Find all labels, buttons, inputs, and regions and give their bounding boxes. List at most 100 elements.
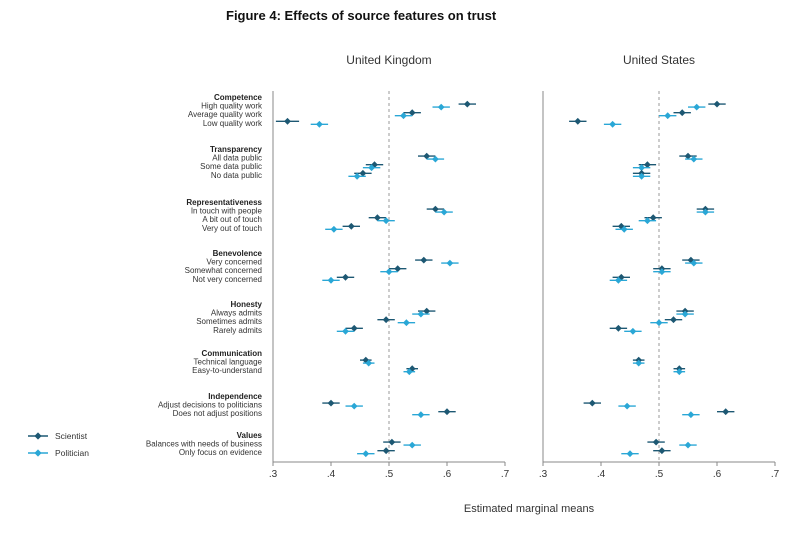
point-politician [362, 450, 370, 458]
point-scientist [574, 117, 582, 125]
point-politician [629, 327, 637, 335]
level-label: Adjust decisions to politicians [158, 401, 262, 410]
point-politician [658, 268, 666, 276]
point-scientist [670, 316, 677, 324]
point-politician [405, 368, 413, 376]
point-politician [417, 310, 425, 318]
level-label: Rarely admits [213, 326, 262, 335]
point-politician [635, 359, 643, 367]
level-label: High quality work [201, 102, 263, 111]
point-politician [330, 225, 338, 233]
point-scientist [423, 152, 431, 160]
level-label: Average quality work [188, 110, 263, 119]
level-label: Easy-to-understand [192, 366, 262, 375]
point-politician [350, 402, 358, 410]
point-scientist [350, 324, 358, 332]
level-label: Not very concerned [193, 275, 262, 284]
x-tick-label-uk: .4 [327, 469, 336, 480]
x-axis-label: Estimated marginal means [464, 503, 595, 515]
group-label: Honesty [230, 300, 262, 309]
point-politician [684, 441, 692, 449]
point-scientist [423, 307, 431, 315]
point-politician [620, 225, 628, 233]
legend-marker-politician [34, 449, 42, 457]
x-tick-label-us: .4 [597, 469, 606, 480]
level-label: Does not adjust positions [173, 409, 262, 418]
x-tick-label-us: .6 [713, 469, 722, 480]
point-politician [446, 259, 454, 267]
group-label: Independence [208, 392, 262, 401]
point-scientist [684, 152, 692, 160]
x-tick-label-uk: .3 [269, 469, 278, 480]
point-politician [615, 276, 622, 284]
level-label: Very concerned [206, 258, 262, 267]
group-label: Benevolence [213, 249, 263, 258]
x-tick-label-us: .5 [655, 469, 664, 480]
point-politician [437, 103, 445, 111]
point-scientist [722, 408, 730, 416]
level-label: A bit out of touch [202, 215, 262, 224]
point-politician [342, 327, 349, 335]
point-scientist [615, 324, 622, 332]
point-scientist [644, 161, 651, 169]
point-scientist [371, 161, 378, 169]
level-label: Always admits [211, 309, 262, 318]
point-politician [403, 319, 410, 327]
point-scientist [649, 214, 657, 222]
point-scientist [463, 100, 471, 108]
point-scientist [420, 256, 428, 264]
point-scientist [652, 438, 660, 446]
x-tick-label-uk: .5 [385, 469, 394, 480]
point-scientist [658, 447, 666, 455]
point-scientist [327, 399, 335, 407]
level-label: In touch with people [191, 207, 263, 216]
point-politician [675, 368, 683, 376]
figure-title: Figure 4: Effects of source features on … [226, 8, 497, 23]
point-politician [644, 217, 651, 225]
point-politician [353, 172, 361, 180]
point-politician [400, 112, 407, 120]
point-politician [365, 359, 373, 367]
level-label: Somewhat concerned [185, 266, 262, 275]
point-scientist [408, 109, 416, 117]
point-scientist [284, 117, 291, 125]
point-politician [690, 259, 698, 267]
level-label: No data public [211, 171, 262, 180]
point-politician [316, 120, 323, 128]
point-scientist [678, 109, 686, 117]
point-scientist [359, 169, 367, 177]
point-politician [609, 120, 616, 128]
x-tick-label-us: .3 [539, 469, 548, 480]
x-tick-label-us: .7 [771, 469, 780, 480]
group-label: Transparency [210, 145, 263, 154]
x-tick-label-uk: .6 [443, 469, 452, 480]
level-label: Sometimes admits [196, 317, 262, 326]
level-label: Low quality work [203, 119, 263, 128]
point-politician [702, 208, 709, 216]
group-label: Competence [214, 93, 263, 102]
point-politician [623, 402, 631, 410]
point-scientist [432, 205, 439, 213]
point-scientist [347, 222, 355, 230]
level-label: All data public [212, 154, 262, 163]
point-politician [664, 112, 672, 120]
legend-label-politician: Politician [55, 448, 89, 458]
point-politician [693, 103, 701, 111]
point-politician [626, 450, 634, 458]
level-label: Balances with needs of business [146, 440, 262, 449]
point-scientist [588, 399, 596, 407]
point-politician [382, 217, 390, 225]
point-politician [655, 319, 663, 327]
group-label: Communication [202, 349, 263, 358]
point-politician [417, 411, 425, 419]
point-scientist [382, 316, 390, 324]
point-politician [690, 155, 698, 163]
x-tick-label-uk: .7 [501, 469, 510, 480]
point-politician [327, 276, 335, 284]
point-politician [638, 172, 645, 180]
point-politician [368, 164, 375, 172]
point-scientist [394, 265, 402, 273]
point-politician [385, 268, 393, 276]
point-scientist [388, 438, 396, 446]
